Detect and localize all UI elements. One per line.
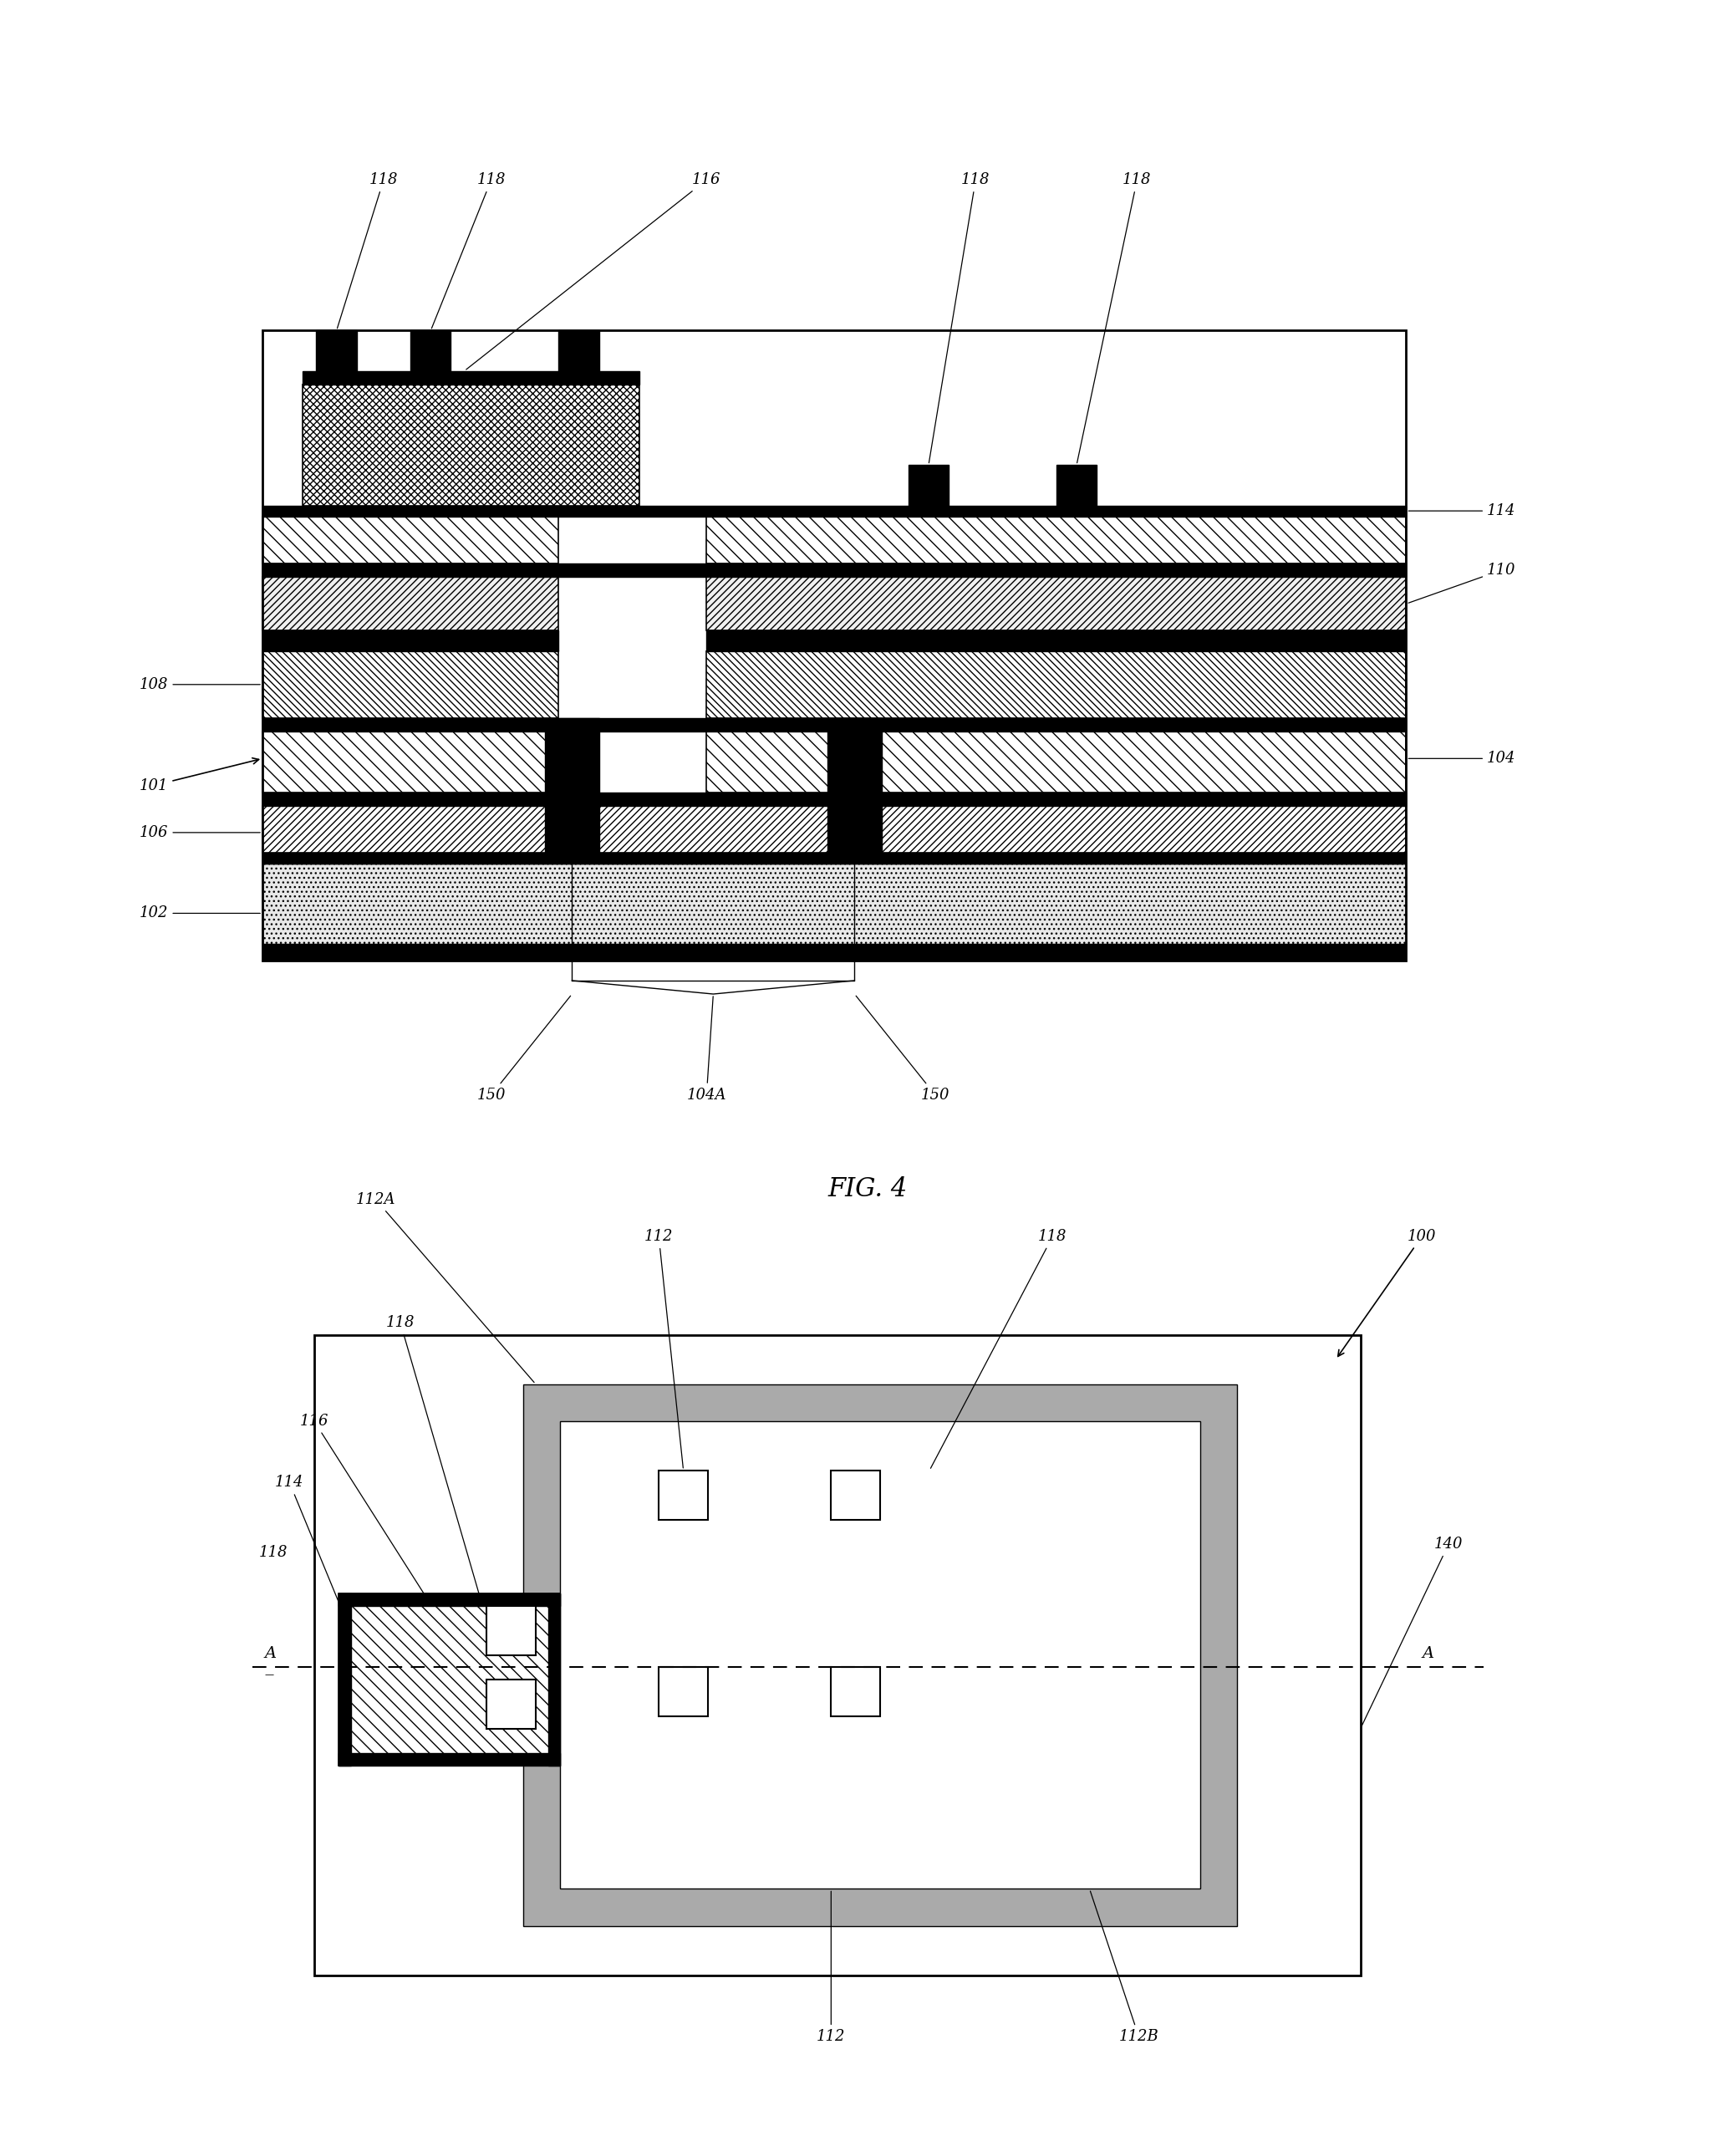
Bar (707, 516, 1406, 563)
Bar (316, 330, 356, 370)
Text: 112: 112 (644, 1229, 684, 1469)
Bar (559, 330, 599, 370)
Text: 112A: 112A (356, 1193, 535, 1383)
Bar (262, 944, 1406, 961)
Text: 118: 118 (432, 171, 505, 328)
Bar (262, 651, 559, 717)
Bar (339, 1593, 561, 1766)
Text: 104: 104 (1408, 751, 1516, 766)
Bar (832, 1668, 880, 1717)
Bar (262, 516, 559, 563)
Bar (549, 1593, 561, 1766)
Bar (658, 1668, 708, 1717)
Bar (908, 465, 950, 505)
Text: A: A (266, 1646, 276, 1661)
Text: 118: 118 (385, 1315, 510, 1702)
Bar (707, 732, 1406, 792)
Text: 118: 118 (930, 1229, 1068, 1469)
Text: 112: 112 (816, 1891, 845, 2045)
Text: 100: 100 (1338, 1229, 1436, 1357)
Text: 118: 118 (337, 171, 398, 328)
Bar (302, 370, 639, 385)
Text: 116: 116 (300, 1413, 484, 1689)
Bar (410, 330, 451, 370)
Bar (262, 792, 1406, 805)
Text: 114: 114 (1408, 503, 1516, 518)
Text: 102: 102 (139, 906, 260, 921)
Bar (314, 1336, 1361, 1974)
Text: 118: 118 (929, 171, 990, 462)
Text: 150: 150 (856, 996, 950, 1103)
Text: 112B: 112B (1090, 1891, 1158, 2045)
Text: 150: 150 (477, 996, 571, 1103)
Text: 118: 118 (1076, 171, 1151, 462)
Text: 104A: 104A (687, 996, 726, 1103)
Bar (262, 330, 1406, 961)
Bar (262, 863, 1406, 944)
Bar (545, 717, 599, 852)
Text: FIG. 4: FIG. 4 (828, 1175, 908, 1201)
Text: 108: 108 (139, 677, 260, 692)
Bar (1057, 465, 1097, 505)
Bar (828, 717, 882, 852)
Text: 140: 140 (1361, 1537, 1463, 1728)
Bar (832, 1471, 880, 1520)
Bar (302, 385, 639, 505)
Bar (262, 717, 1406, 732)
Bar (658, 1471, 708, 1520)
Text: 101: 101 (139, 758, 259, 792)
Bar (707, 576, 1406, 632)
Bar (262, 505, 1406, 516)
Bar (339, 1593, 561, 1606)
Text: 118: 118 (259, 1546, 288, 1561)
Text: 110: 110 (1408, 563, 1516, 604)
Bar (262, 732, 559, 792)
Bar (707, 651, 1406, 717)
Bar (523, 1383, 1238, 1927)
Bar (262, 805, 1406, 852)
Bar (262, 852, 1406, 863)
Bar (561, 1422, 1200, 1888)
Text: 116: 116 (467, 171, 720, 370)
Text: 106: 106 (139, 824, 260, 839)
Bar (707, 632, 1406, 651)
Bar (262, 632, 559, 651)
Bar (339, 1753, 561, 1766)
Text: A: A (1422, 1646, 1434, 1661)
Text: 114: 114 (274, 1475, 375, 1689)
Bar (339, 1593, 351, 1766)
Bar (262, 563, 1406, 576)
Bar (486, 1606, 536, 1655)
Text: —: — (266, 1670, 274, 1679)
Bar (486, 1679, 536, 1730)
Bar (262, 576, 559, 632)
